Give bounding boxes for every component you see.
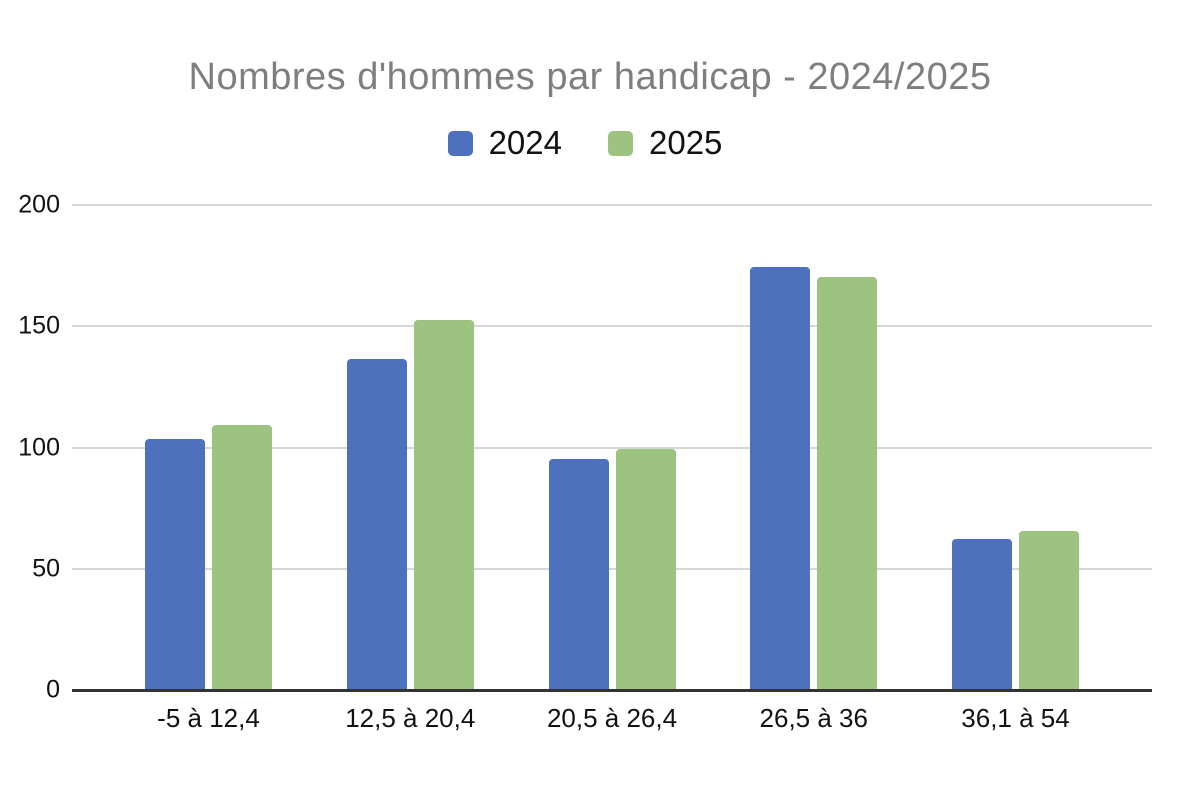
- bar-2025-3: [615, 448, 676, 689]
- legend-swatch-icon: [608, 130, 633, 156]
- bar-2024-3: [548, 458, 609, 689]
- y-tick-label-150: 150: [18, 311, 60, 340]
- gridline-150: [72, 325, 1152, 327]
- bar-2025-1: [212, 424, 272, 689]
- x-tick-label-3: 20,5 à 26,4: [546, 703, 678, 733]
- x-axis-line: [72, 689, 1152, 692]
- chart-legend: 2024 2025: [0, 124, 1170, 162]
- bar-2024-1: [145, 439, 205, 689]
- x-tick-label-2: 12,5 à 20,4: [345, 703, 476, 733]
- x-tick-label-1: -5 à 12,4: [157, 703, 260, 733]
- legend-item-2025: 2025: [608, 124, 722, 162]
- legend-item-2024: 2024: [447, 124, 562, 162]
- legend-label: 2025: [649, 124, 723, 161]
- gridline-100: [72, 447, 1152, 449]
- gridline-200: [72, 204, 1152, 206]
- bar-2024-2: [346, 359, 407, 689]
- bar-2025-5: [1019, 531, 1079, 689]
- bar-2024-4: [750, 267, 811, 689]
- bar-2024-5: [952, 538, 1012, 689]
- y-tick-label-0: 0: [46, 675, 60, 704]
- x-tick-label-4: 26,5 à 36: [759, 703, 868, 733]
- bar-2025-2: [413, 320, 474, 689]
- y-tick-label-100: 100: [18, 433, 60, 461]
- legend-swatch-icon: [447, 130, 473, 156]
- gridline-50: [72, 568, 1152, 570]
- x-tick-label-5: 36,1 à 54: [961, 703, 1070, 733]
- y-tick-label-200: 200: [18, 190, 60, 219]
- bar-2025-4: [817, 276, 878, 689]
- y-tick-label-50: 50: [32, 554, 60, 583]
- legend-label: 2024: [488, 124, 562, 161]
- chart-title: Nombres d'hommes par handicap - 2024/202…: [188, 56, 992, 98]
